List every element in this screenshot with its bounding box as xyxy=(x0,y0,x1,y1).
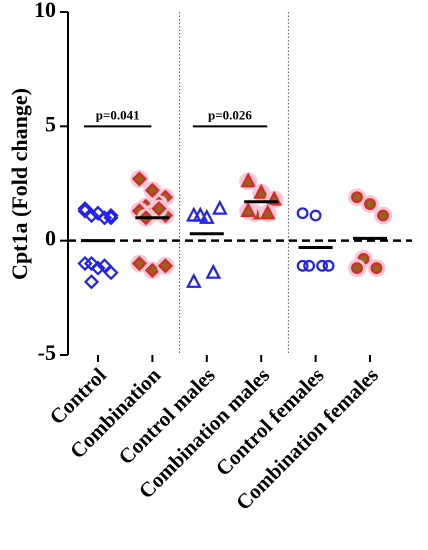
data-point xyxy=(253,183,270,199)
data-point xyxy=(157,258,173,274)
data-point xyxy=(211,199,228,215)
y-tick-label: -5 xyxy=(38,340,56,365)
data-point xyxy=(303,259,316,272)
data-point xyxy=(90,260,106,276)
data-point xyxy=(131,171,147,187)
p-value: p=0.041 xyxy=(96,107,140,122)
data-point xyxy=(185,272,202,288)
data-point xyxy=(144,182,160,198)
data-point xyxy=(351,191,363,204)
y-tick-label: 0 xyxy=(45,226,56,251)
data-point xyxy=(151,201,167,217)
data-point xyxy=(316,259,329,272)
y-tick-label: 5 xyxy=(45,111,56,136)
data-point xyxy=(77,255,93,272)
data-point xyxy=(90,205,106,221)
data-point xyxy=(370,262,383,275)
data-point xyxy=(296,207,309,220)
data-point xyxy=(131,255,147,272)
data-point xyxy=(322,259,335,272)
y-tick-label: 10 xyxy=(34,0,56,22)
data-point xyxy=(144,262,160,278)
data-point xyxy=(205,263,222,279)
data-point xyxy=(103,210,119,226)
data-point xyxy=(240,202,257,218)
data-point xyxy=(77,203,93,219)
data-point xyxy=(192,206,209,222)
y-axis-label: Cpt1a (Fold change) xyxy=(7,88,32,280)
data-point xyxy=(83,274,100,290)
data-point xyxy=(377,209,389,222)
data-point xyxy=(309,209,322,222)
data-point xyxy=(364,198,376,210)
data-point xyxy=(351,262,363,275)
data-point xyxy=(259,204,276,220)
data-point xyxy=(103,265,119,281)
p-value: p=0.026 xyxy=(208,107,252,122)
data-point xyxy=(240,172,257,188)
data-point xyxy=(296,259,309,272)
